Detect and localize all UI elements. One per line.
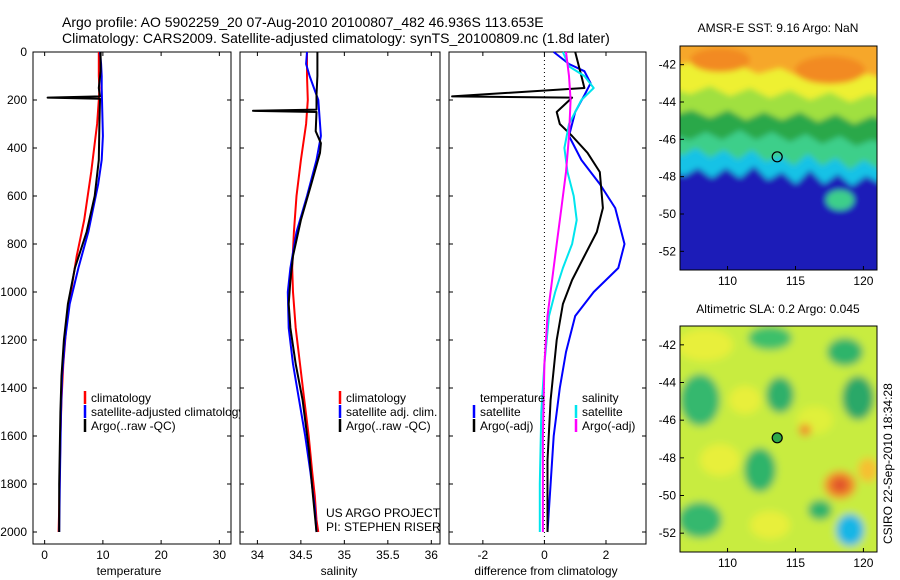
temperature-axes xyxy=(32,51,232,545)
side-stamp: CSIRO 22-Sep-2010 18:34:28 xyxy=(881,383,895,544)
x-tick-label: 0 xyxy=(541,548,548,562)
sst-map-title: AMSR-E SST: 9.16 Argo: NaN xyxy=(698,21,859,35)
temperature-x-label: temperature xyxy=(97,564,162,578)
legend-label-climatology: climatology xyxy=(346,391,406,405)
legend-label-satellite: satellite adj. clim. xyxy=(346,405,437,419)
legend-label-satellite: satellite-adjusted climatology xyxy=(91,405,244,419)
legend-label-argo: Argo(..raw -QC) xyxy=(91,419,176,433)
sst-map-frame xyxy=(679,45,878,271)
y-tick-label: -46 xyxy=(659,132,677,146)
x-tick-label: 120 xyxy=(853,556,873,570)
y-tick-label: -48 xyxy=(659,170,677,184)
x-tick-label: 2 xyxy=(603,548,610,562)
series-line-argo-adj-3 xyxy=(541,51,572,532)
y-tick-label: 1200 xyxy=(0,333,27,347)
x-tick-label: 110 xyxy=(718,274,737,288)
y-tick-label: -52 xyxy=(659,526,677,540)
series-line-argo-raw-qc-2 xyxy=(252,52,322,533)
argo-float-marker xyxy=(771,432,783,444)
project-annotation-1: US ARGO PROJECT xyxy=(326,506,441,520)
difference-x-label: difference from climatology xyxy=(474,564,617,578)
legend-label-temp-argo: Argo(-adj) xyxy=(480,419,533,433)
x-tick-label: 120 xyxy=(853,274,873,288)
y-tick-label: -44 xyxy=(659,95,677,109)
legend-heading-salinity: salinity xyxy=(582,391,619,405)
x-tick-label: 20 xyxy=(154,548,168,562)
x-tick-label: 35 xyxy=(338,548,352,562)
legend-label-argo: Argo(..raw -QC) xyxy=(346,419,431,433)
y-tick-label: 1000 xyxy=(0,285,27,299)
y-tick-label: 1400 xyxy=(0,381,27,395)
temperature-legend: climatology satellite-adjusted climatolo… xyxy=(83,391,244,433)
y-tick-label: -44 xyxy=(659,376,677,390)
x-tick-label: 30 xyxy=(213,548,227,562)
salinity-plot: 34 34.5 35 35.5 36 xyxy=(240,51,440,562)
series-line-argo-raw-qc-2 xyxy=(46,52,102,532)
x-tick-label: 110 xyxy=(718,556,737,570)
sla-map-ticks: 110 115 120 -42 -44 -46 -48 -50 -52 xyxy=(659,338,874,570)
y-tick-label: -52 xyxy=(659,244,677,258)
header-line-1: Argo profile: AO 5902259_20 07-Aug-2010 … xyxy=(62,14,544,30)
temperature-plot: 0 10 20 30 0 200 400 600 800 1000 1200 1400 1600 1800… xyxy=(0,45,231,562)
y-tick-label: 2000 xyxy=(0,525,27,539)
y-tick-label: -42 xyxy=(659,338,677,352)
difference-panel: -2 0 2 difference from climatology tempera… xyxy=(448,51,647,578)
x-tick-label: 0 xyxy=(41,548,48,562)
y-tick-label: -50 xyxy=(659,489,677,503)
x-tick-label: 115 xyxy=(786,556,805,570)
y-tick-label: 1800 xyxy=(0,477,27,491)
difference-legend: temperature satellite Argo(-adj) salinit… xyxy=(472,391,635,433)
sla-map-panel: Altimetric SLA: 0.2 Argo: 0.045 xyxy=(659,302,878,570)
salinity-legend: climatology satellite adj. clim. Argo(..… xyxy=(338,391,437,433)
sst-map-field xyxy=(680,46,877,270)
series-line-climatology-0 xyxy=(291,52,320,533)
temperature-panel: 0 10 20 30 0 200 400 600 800 1000 1200 1400 1600 1800… xyxy=(0,45,244,578)
x-tick-label: -2 xyxy=(478,548,489,562)
y-tick-label: 600 xyxy=(7,189,27,203)
y-tick-label: 800 xyxy=(7,237,27,251)
argo-float-marker xyxy=(771,151,783,163)
x-tick-label: 36 xyxy=(425,548,439,562)
y-tick-label: -42 xyxy=(659,58,677,72)
y-tick-label: -48 xyxy=(659,451,677,465)
x-tick-label: 35.5 xyxy=(376,548,400,562)
sla-map-field xyxy=(680,326,877,552)
legend-label-climatology: climatology xyxy=(91,391,151,405)
legend-label-sal-satellite: satellite xyxy=(582,405,623,419)
sla-map-title: Altimetric SLA: 0.2 Argo: 0.045 xyxy=(696,302,860,316)
salinity-panel: 34 34.5 35 35.5 36 salinity climatology sate… xyxy=(239,51,441,578)
salinity-axes xyxy=(239,51,441,545)
y-tick-label: 1600 xyxy=(0,429,27,443)
x-tick-label: 115 xyxy=(786,274,805,288)
legend-heading-temperature: temperature xyxy=(480,391,545,405)
y-tick-label: -50 xyxy=(659,207,677,221)
salinity-x-label: salinity xyxy=(321,564,358,578)
x-tick-label: 10 xyxy=(96,548,110,562)
series-line-argo-adj-1 xyxy=(451,51,604,532)
y-tick-label: 0 xyxy=(20,45,27,59)
sst-map-panel: AMSR-E SST: 9.16 Argo: NaN 110 115 120 -42 -… xyxy=(659,21,878,288)
series-line-satellite-adj-clim-1 xyxy=(286,51,322,533)
legend-label-sal-argo: Argo(-adj) xyxy=(582,419,635,433)
x-tick-label: 34 xyxy=(251,548,265,562)
header-line-2: Climatology: CARS2009. Satellite-adjuste… xyxy=(62,30,610,46)
sla-map-frame xyxy=(679,325,878,553)
difference-plot: -2 0 2 xyxy=(449,51,646,562)
y-tick-label: 400 xyxy=(7,141,27,155)
y-tick-label: 200 xyxy=(7,93,27,107)
project-annotation-2: PI: STEPHEN RISER xyxy=(326,520,441,534)
legend-label-temp-satellite: satellite xyxy=(480,405,521,419)
x-tick-label: 34.5 xyxy=(289,548,313,562)
y-tick-label: -46 xyxy=(659,413,677,427)
sst-map-ticks: 110 115 120 -42 -44 -46 -48 -50 -52 xyxy=(659,58,874,288)
